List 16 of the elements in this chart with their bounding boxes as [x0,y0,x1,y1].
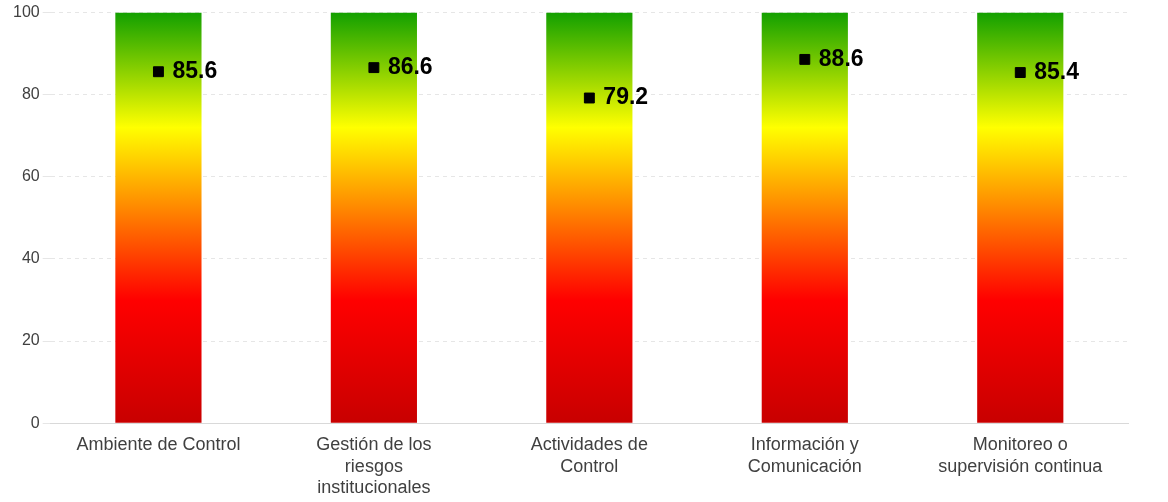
x-tick-label: Gestión de los riesgos institucionales [316,433,432,498]
y-tick-label: 40 [21,249,40,267]
x-tick-label: Actividades de Control [530,433,648,476]
y-tick-label: 100 [12,3,40,21]
point [152,66,164,78]
point [368,62,380,74]
x-tick-label: Información y Comunicación [747,433,862,476]
point [1014,67,1026,78]
y-tick-label: 60 [21,167,40,185]
y-tick-label: 20 [21,331,40,349]
point [799,53,811,65]
x-tick-label: Ambiente de Control [76,433,241,454]
y-tick-label: 80 [21,85,40,103]
y-tick-label: 0 [30,413,40,431]
x-tick-label: Monitoreo o supervisión continua [938,433,1104,476]
point [583,92,595,104]
